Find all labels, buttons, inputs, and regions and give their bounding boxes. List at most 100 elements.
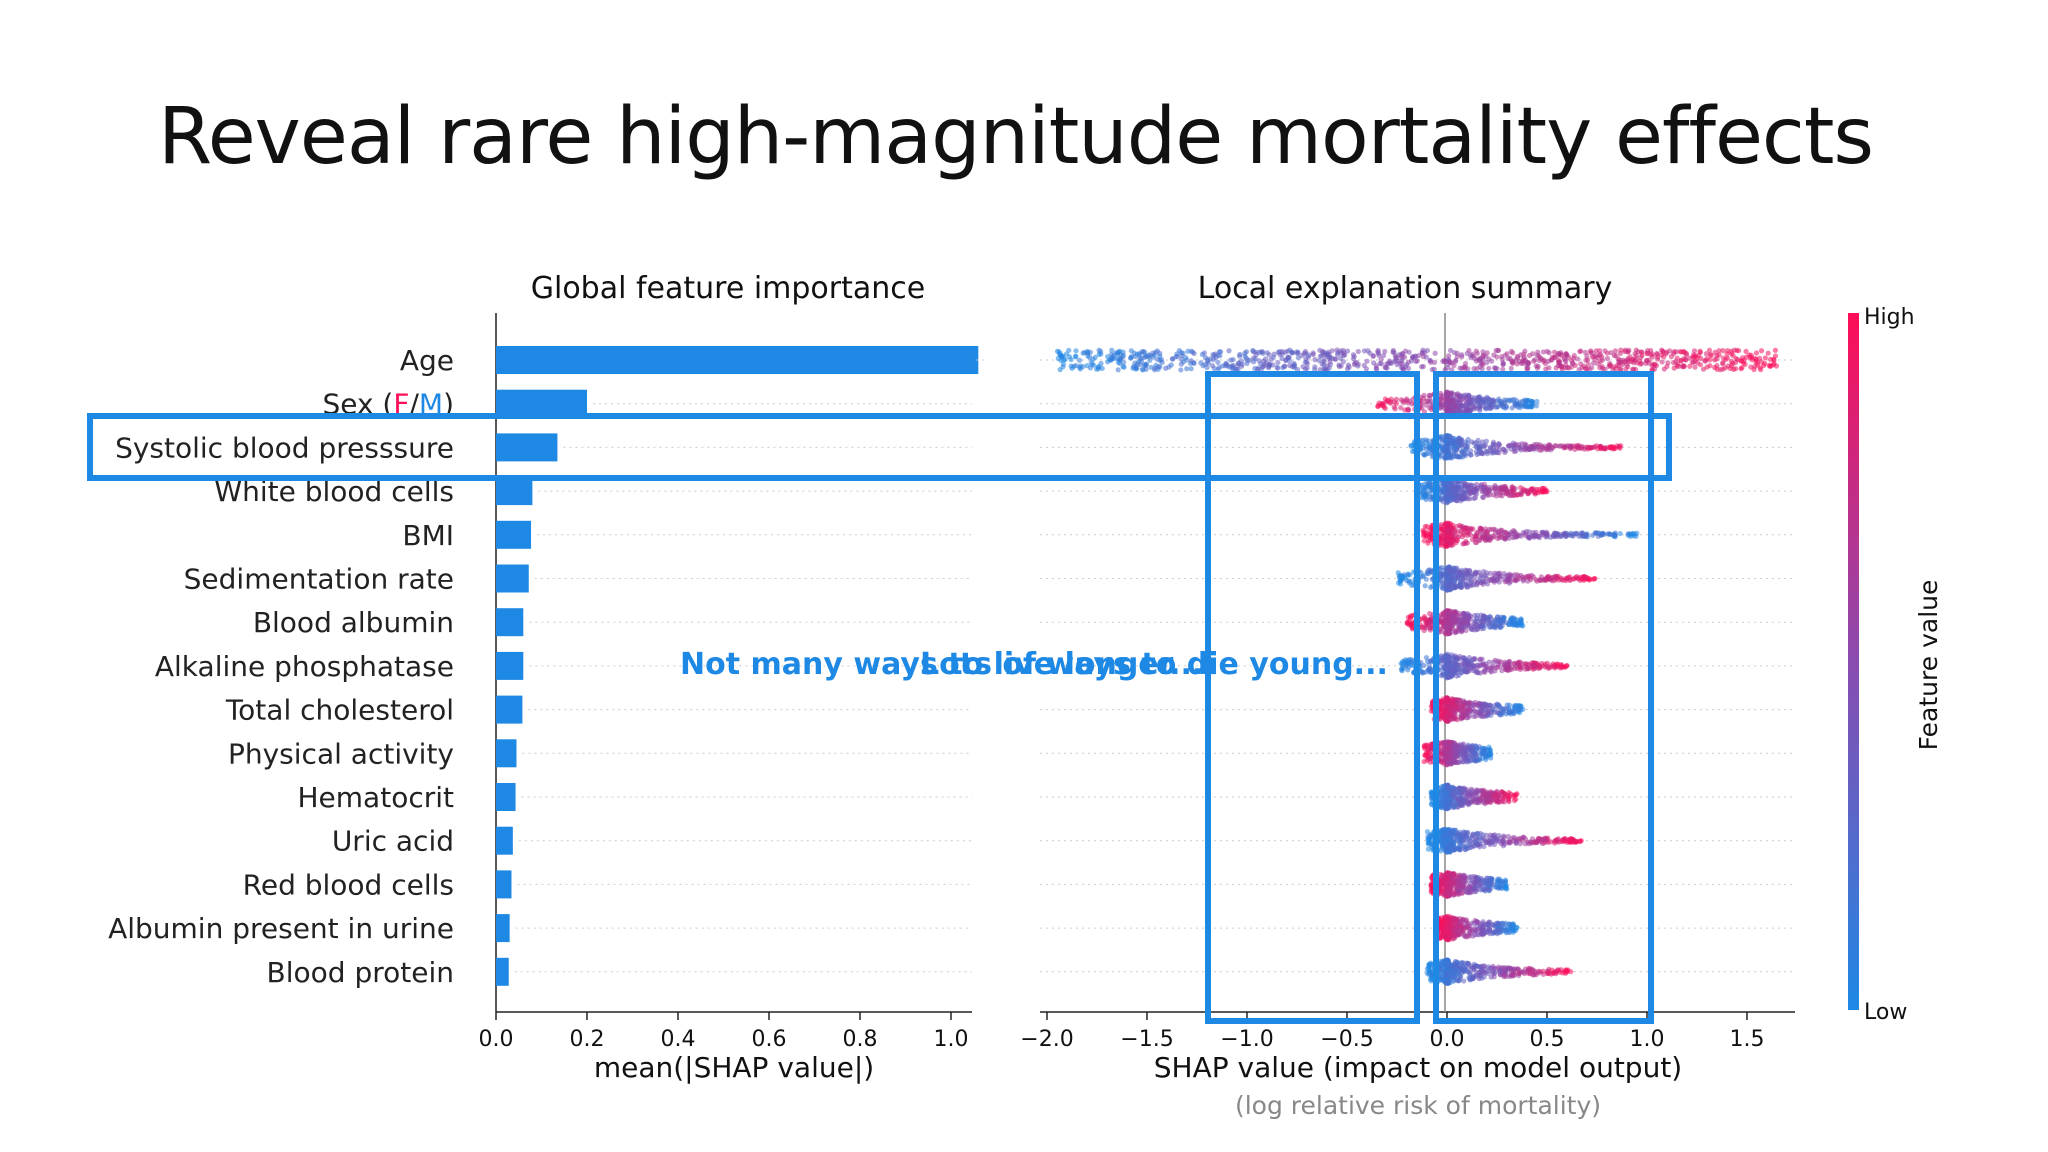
beeswarm-point bbox=[1477, 358, 1483, 364]
beeswarm-point bbox=[1602, 445, 1608, 451]
beeswarm-point bbox=[1542, 360, 1549, 367]
beeswarm-point bbox=[1475, 394, 1481, 401]
feature-label: Total cholesterol bbox=[225, 694, 454, 727]
beeswarm-point bbox=[1332, 356, 1338, 362]
beeswarm-point bbox=[1156, 364, 1162, 370]
beeswarm-point bbox=[1488, 712, 1494, 718]
beeswarm-point bbox=[1597, 358, 1603, 364]
beeswarm-point bbox=[1550, 663, 1557, 670]
beeswarm-point bbox=[1487, 448, 1493, 454]
beeswarm-point bbox=[1391, 404, 1397, 410]
global-importance-panel: Global feature importance 0.0 0.2 0.4 0.6 0.… bbox=[108, 271, 985, 1084]
beeswarm-point bbox=[1338, 363, 1344, 369]
beeswarm-point bbox=[1465, 496, 1471, 502]
beeswarm-point bbox=[1455, 481, 1462, 487]
beeswarm-point bbox=[1461, 495, 1467, 502]
importance-bar bbox=[496, 564, 529, 593]
beeswarm-point bbox=[1689, 359, 1696, 366]
beeswarm-point bbox=[1304, 359, 1310, 365]
beeswarm-point bbox=[1502, 405, 1508, 411]
beeswarm-point bbox=[1486, 624, 1493, 630]
beeswarm-point bbox=[1443, 697, 1449, 703]
beeswarm-point bbox=[1485, 581, 1491, 587]
beeswarm-point bbox=[1628, 358, 1634, 365]
importance-bar bbox=[496, 520, 532, 549]
importance-bar bbox=[496, 346, 979, 374]
beeswarm-point bbox=[1316, 358, 1322, 364]
beeswarm-point bbox=[1730, 353, 1736, 359]
beeswarm-point bbox=[1391, 399, 1397, 405]
beeswarm-point bbox=[1568, 530, 1574, 536]
beeswarm-point bbox=[1414, 358, 1420, 364]
beeswarm-point bbox=[1533, 403, 1539, 409]
beeswarm-point bbox=[1452, 658, 1459, 664]
beeswarm-point bbox=[1542, 664, 1548, 670]
beeswarm-point bbox=[1604, 350, 1610, 356]
beeswarm-point bbox=[1546, 443, 1552, 449]
importance-bar bbox=[496, 783, 516, 811]
beeswarm-point bbox=[1323, 352, 1330, 358]
beeswarm-point bbox=[1060, 364, 1066, 370]
beeswarm-point bbox=[1618, 443, 1624, 449]
beeswarm-point bbox=[1582, 349, 1588, 355]
beeswarm-point bbox=[1450, 443, 1456, 449]
beeswarm-point bbox=[1597, 352, 1603, 359]
beeswarm-point bbox=[1205, 360, 1211, 366]
beeswarm-point bbox=[1215, 366, 1221, 372]
beeswarm-point bbox=[1571, 353, 1577, 359]
beeswarm-point bbox=[1329, 348, 1335, 354]
beeswarm-point bbox=[1455, 494, 1461, 500]
beeswarm-point bbox=[1494, 354, 1500, 360]
beeswarm-point bbox=[1439, 564, 1445, 571]
beeswarm-point bbox=[1426, 618, 1433, 624]
beeswarm-point bbox=[1422, 583, 1428, 589]
beeswarm-point bbox=[1401, 366, 1407, 372]
beeswarm-point bbox=[1478, 450, 1485, 457]
beeswarm-point bbox=[1176, 347, 1182, 354]
beeswarm-point bbox=[1066, 354, 1073, 360]
beeswarm-point bbox=[1467, 525, 1473, 531]
beeswarm-point bbox=[1638, 354, 1644, 361]
beeswarm-point bbox=[1487, 577, 1493, 583]
beeswarm-point bbox=[1537, 355, 1543, 361]
left-x-tick-label: 0.4 bbox=[661, 1027, 696, 1052]
beeswarm-point bbox=[1459, 403, 1465, 409]
beeswarm-point bbox=[1419, 668, 1425, 674]
beeswarm-point bbox=[1383, 399, 1389, 405]
beeswarm-point bbox=[1495, 403, 1501, 410]
beeswarm-point bbox=[1421, 531, 1427, 537]
beeswarm-point bbox=[1392, 358, 1399, 364]
beeswarm-point bbox=[1758, 348, 1765, 354]
beeswarm-point bbox=[1268, 356, 1274, 363]
beeswarm-point bbox=[1450, 698, 1456, 704]
beeswarm-point bbox=[1424, 570, 1430, 577]
beeswarm-point bbox=[1683, 350, 1689, 356]
beeswarm-point bbox=[1472, 655, 1478, 662]
beeswarm-point bbox=[1446, 674, 1452, 681]
beeswarm-point bbox=[1444, 532, 1450, 538]
beeswarm-point bbox=[1447, 570, 1453, 576]
beeswarm-point bbox=[1157, 353, 1163, 359]
beeswarm-point bbox=[1409, 626, 1416, 632]
beeswarm-point bbox=[1509, 484, 1515, 490]
beeswarm-point bbox=[1683, 356, 1689, 363]
beeswarm-point bbox=[1503, 535, 1509, 541]
beeswarm-point bbox=[1484, 536, 1491, 543]
beeswarm-point bbox=[1473, 709, 1479, 715]
beeswarm-point bbox=[1569, 360, 1576, 367]
beeswarm-point bbox=[1452, 565, 1459, 571]
beeswarm-point bbox=[1460, 624, 1466, 631]
right-x-tick-label: −1.0 bbox=[1220, 1027, 1273, 1052]
beeswarm-point bbox=[1422, 523, 1428, 530]
beeswarm-row bbox=[1421, 738, 1494, 768]
beeswarm-point bbox=[1403, 662, 1409, 668]
beeswarm-point bbox=[1466, 347, 1472, 354]
beeswarm-point bbox=[1534, 398, 1540, 405]
importance-bars bbox=[496, 346, 985, 986]
beeswarm-point bbox=[1470, 702, 1476, 709]
beeswarm-point bbox=[1461, 490, 1468, 496]
beeswarm-point bbox=[1518, 352, 1524, 358]
beeswarm-point bbox=[1076, 357, 1083, 363]
beeswarm-point bbox=[1441, 572, 1447, 578]
